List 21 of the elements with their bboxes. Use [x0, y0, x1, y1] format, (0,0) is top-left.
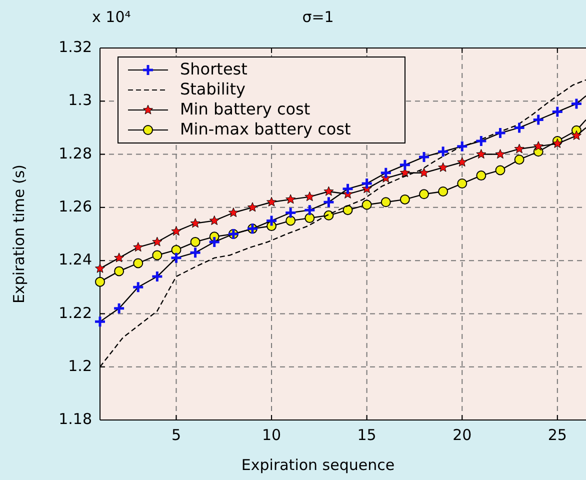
chart-title: σ=1 [302, 8, 334, 26]
x-tick-label: 10 [262, 426, 282, 444]
x-tick-label: 25 [548, 426, 567, 444]
y-tick-label: 1.32 [58, 38, 92, 56]
y-tick-label: 1.18 [58, 410, 92, 428]
legend-label: Min battery cost [180, 99, 310, 118]
legend-label: Stability [180, 79, 246, 98]
y-tick-label: 1.22 [58, 304, 92, 322]
y-axis-title: Expiration time (s) [10, 164, 28, 304]
y-tick-label: 1.24 [58, 250, 92, 269]
legend-label: Shortest [180, 59, 248, 78]
y-tick-label: 1.2 [68, 356, 92, 375]
y-tick-label: 1.3 [68, 91, 92, 110]
x-tick-label: 5 [171, 426, 182, 444]
x-tick-label: 15 [357, 426, 376, 444]
legend-label: Min-max battery cost [180, 119, 351, 138]
text: x 10⁴ [92, 8, 131, 26]
x-tick-label: 20 [452, 426, 472, 444]
y-tick-label: 1.28 [58, 144, 92, 162]
y-tick-label: 1.26 [58, 198, 92, 216]
x-axis-title: Expiration sequence [241, 456, 395, 474]
